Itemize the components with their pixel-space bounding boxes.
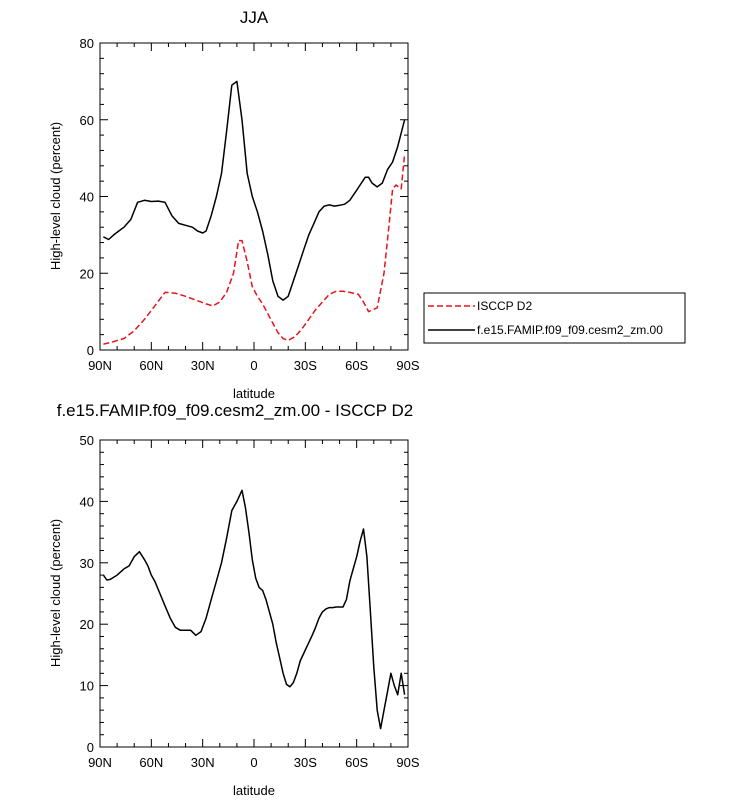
chart-title: f.e15.FAMIP.f09_f09.cesm2_zm.00 - ISCCP … [57, 401, 414, 420]
y-axis-label: High-level cloud (percent) [48, 519, 63, 667]
plot-frame [99, 42, 409, 351]
legend-label-isccp: ISCCP D2 [477, 299, 532, 313]
y-tick-label: 40 [80, 190, 94, 205]
series-lines [102, 489, 406, 730]
plot-frame [99, 439, 409, 748]
tick-marks [99, 42, 409, 351]
y-tick-label: 60 [80, 113, 94, 128]
y-axis-label: High-level cloud (percent) [48, 122, 63, 270]
x-tick-label: 60S [345, 755, 368, 770]
y-tick-label: 0 [87, 343, 94, 358]
y-tick-label: 50 [80, 433, 94, 448]
y-tick-label: 10 [80, 679, 94, 694]
y-tick-labels: 0 10 20 30 40 50 [80, 433, 94, 755]
legend: ISCCP D2 f.e15.FAMIP.f09_f09.cesm2_zm.00 [423, 292, 686, 344]
x-axis-label: latitude [233, 783, 275, 798]
series-line-isccp [103, 154, 406, 345]
tick-marks [99, 439, 409, 748]
series-line-model [102, 489, 406, 730]
y-tick-label: 20 [80, 617, 94, 632]
legend-label-model: f.e15.FAMIP.f09_f09.cesm2_zm.00 [477, 323, 663, 337]
series-line-model [103, 80, 406, 301]
x-tick-label: 60N [139, 358, 163, 373]
x-tick-label: 0 [250, 358, 257, 373]
chart-title: JJA [240, 8, 269, 27]
chart-jja: JJA 0 20 40 60 80 90N 60N 30N 0 30S 60S 90S High-l… [48, 8, 686, 401]
x-tick-label: 30S [294, 358, 317, 373]
x-tick-label: 30N [191, 358, 215, 373]
y-tick-labels: 0 20 40 60 80 [80, 36, 94, 358]
x-tick-label: 60N [139, 755, 163, 770]
x-tick-label: 30S [294, 755, 317, 770]
chart-difference: f.e15.FAMIP.f09_f09.cesm2_zm.00 - ISCCP … [48, 401, 420, 798]
x-tick-label: 90N [88, 755, 112, 770]
x-tick-labels: 90N 60N 30N 0 30S 60S 90S [88, 755, 420, 770]
y-tick-label: 20 [80, 266, 94, 281]
x-tick-labels: 90N 60N 30N 0 30S 60S 90S [88, 358, 420, 373]
x-tick-label: 90S [396, 755, 419, 770]
y-tick-label: 40 [80, 494, 94, 509]
series-lines [103, 80, 406, 345]
x-tick-label: 30N [191, 755, 215, 770]
x-tick-label: 0 [250, 755, 257, 770]
legend-box [423, 292, 686, 344]
x-tick-label: 90S [396, 358, 419, 373]
x-axis-label: latitude [233, 386, 275, 401]
y-tick-label: 30 [80, 556, 94, 571]
y-tick-label: 80 [80, 36, 94, 51]
x-tick-label: 60S [345, 358, 368, 373]
y-tick-label: 0 [87, 740, 94, 755]
x-tick-label: 90N [88, 358, 112, 373]
